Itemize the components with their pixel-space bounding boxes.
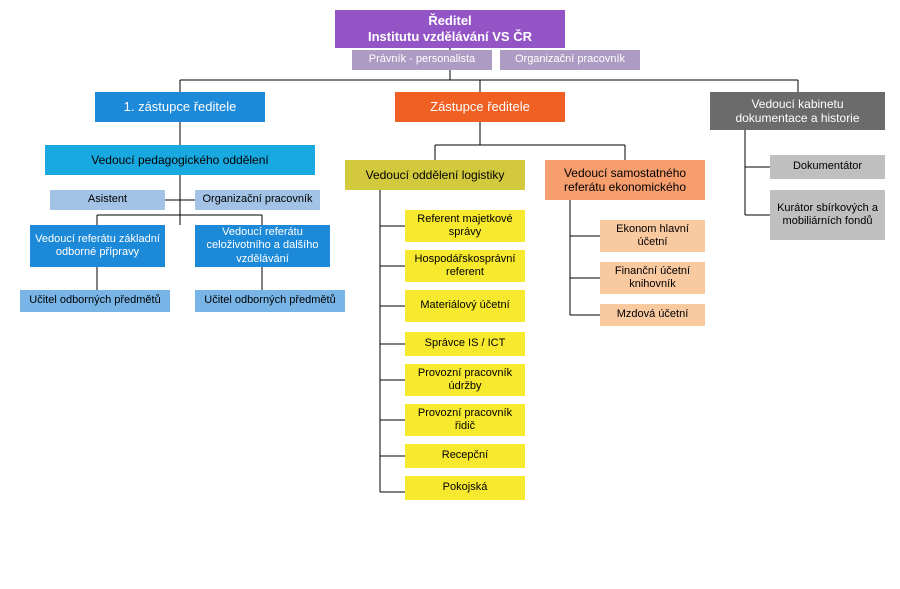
node-cab: Vedoucí kabinetu dokumentace a historie <box>710 92 885 130</box>
node-log2: Hospodářskosprávní referent <box>405 250 525 282</box>
root-line2: Institutu vzdělávání VS ČR <box>368 29 532 44</box>
node-cab2: Kurátor sbírkových a mobiliárních fondů <box>770 190 885 240</box>
node-log7: Recepční <box>405 444 525 468</box>
node-dep1-head: Vedoucí pedagogického oddělení <box>45 145 315 175</box>
node-root-right: Organizační pracovník <box>500 50 640 70</box>
node-dep1-t1: Učitel odborných předmětů <box>20 290 170 312</box>
node-econ2: Finanční účetní knihovník <box>600 262 705 294</box>
node-log6: Provozní pracovník řidič <box>405 404 525 436</box>
node-dep1-org: Organizační pracovník <box>195 190 320 210</box>
node-dep1-ref2: Vedoucí referátu celoživotního a dalšího… <box>195 225 330 267</box>
node-log1: Referent majetkové správy <box>405 210 525 242</box>
node-log5: Provozní pracovník údržby <box>405 364 525 396</box>
node-log8: Pokojská <box>405 476 525 500</box>
node-log4: Správce IS / ICT <box>405 332 525 356</box>
node-dep1-asist: Asistent <box>50 190 165 210</box>
node-econ3: Mzdová účetní <box>600 304 705 326</box>
node-cab1: Dokumentátor <box>770 155 885 179</box>
node-root: Ředitel Institutu vzdělávání VS ČR <box>335 10 565 48</box>
node-econ1: Ekonom hlavní účetní <box>600 220 705 252</box>
root-line1: Ředitel <box>428 13 471 28</box>
node-log-head: Vedoucí oddělení logistiky <box>345 160 525 190</box>
node-dep1-ref1: Vedoucí referátu základní odborné přípra… <box>30 225 165 267</box>
node-log3: Materiálový účetní <box>405 290 525 322</box>
node-dep2: Zástupce ředitele <box>395 92 565 122</box>
node-dep1: 1. zástupce ředitele <box>95 92 265 122</box>
node-dep1-t2: Učitel odborných předmětů <box>195 290 345 312</box>
node-root-left: Právník - personalista <box>352 50 492 70</box>
node-econ-head: Vedoucí samostatného referátu ekonomické… <box>545 160 705 200</box>
